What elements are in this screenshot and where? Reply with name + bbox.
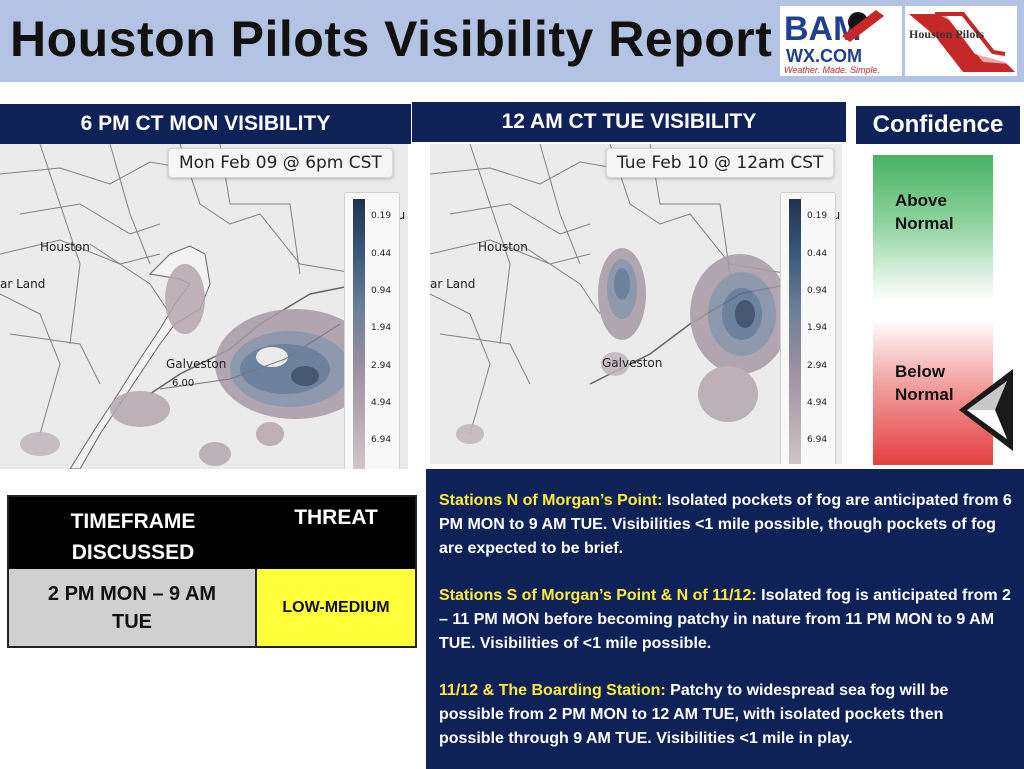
visibility-map-mon: Houston ar Land Galveston 6.00 hu Mon Fe…	[0, 144, 408, 469]
panel-2-title: 12 AM CT TUE VISIBILITY	[412, 102, 846, 142]
confidence-indicator-arrow-icon	[959, 369, 1013, 451]
map-label-galveston: Galveston	[602, 356, 663, 370]
timeframe-header: TIMEFRAME DISCUSSED	[9, 497, 257, 569]
station-note: Stations S of Morgan’s Point & N of 11/1…	[439, 587, 1011, 652]
threat-level-cell: LOW-MEDIUM	[257, 569, 415, 646]
map-graphic	[0, 144, 408, 469]
panel-1-title: 6 PM CT MON VISIBILITY	[0, 104, 411, 144]
legend-tick: 0.44	[371, 249, 392, 259]
legend-tick: 0.44	[807, 249, 828, 259]
station-note: Stations N of Morgan’s Point: Isolated p…	[439, 492, 1012, 557]
page-title: Houston Pilots Visibility Report	[10, 11, 773, 67]
svg-text:Weather. Made. Simple.: Weather. Made. Simple.	[784, 65, 880, 75]
legend-tick: 2.94	[371, 361, 392, 371]
map-label-houston: Houston	[40, 240, 90, 254]
legend-tick: 4.94	[807, 398, 828, 408]
visibility-legend: 0.19 0.44 0.94 1.94 2.94 4.94 6.94	[344, 192, 400, 469]
title-banner: Houston Pilots Visibility Report BAM WX.…	[0, 0, 1024, 82]
houston-pilots-logo: Houston Pilots	[905, 6, 1017, 76]
map-label-sugar-land: ar Land	[430, 277, 476, 291]
legend-tick: 1.94	[807, 323, 828, 333]
map-graphic	[430, 144, 842, 464]
contour-label: 6.00	[172, 378, 195, 389]
visibility-legend: 0.19 0.44 0.94 1.94 2.94 4.94 6.94	[780, 192, 836, 464]
svg-text:WX.COM: WX.COM	[786, 46, 862, 66]
timeframe-cell: 2 PM MON – 9 AM TUE	[9, 569, 257, 646]
legend-tick: 1.94	[371, 323, 392, 333]
legend-tick: 6.94	[807, 435, 828, 445]
confidence-above-label: Above Normal	[895, 191, 954, 233]
visibility-map-tue: Houston ar Land Galveston hu Tue Feb 10 …	[430, 144, 842, 464]
legend-tick: 0.94	[807, 286, 828, 296]
legend-tick: 2.94	[807, 361, 828, 371]
svg-text:Houston Pilots: Houston Pilots	[909, 27, 984, 41]
threat-header: THREAT	[257, 497, 415, 569]
map-date-tue: Tue Feb 10 @ 12am CST	[606, 148, 835, 178]
svg-text:BAM: BAM	[784, 10, 861, 48]
station-note: 11/12 & The Boarding Station: Patchy to …	[439, 682, 949, 747]
legend-tick: 0.19	[371, 211, 392, 221]
confidence-below-label: Below Normal	[895, 362, 954, 404]
map-label-houston: Houston	[478, 240, 528, 254]
map-date-mon: Mon Feb 09 @ 6pm CST	[168, 148, 393, 178]
threat-table: TIMEFRAME DISCUSSED THREAT 2 PM MON – 9 …	[7, 495, 417, 648]
confidence-title: Confidence	[856, 106, 1020, 144]
station-details-box: Stations N of Morgan’s Point: Isolated p…	[426, 469, 1024, 769]
map-label-sugar-land: ar Land	[0, 277, 46, 291]
legend-tick: 6.94	[371, 435, 392, 445]
bam-logo: BAM WX.COM Weather. Made. Simple.	[780, 6, 902, 76]
legend-colorbar	[353, 199, 365, 469]
map-label-galveston: Galveston	[166, 357, 227, 371]
legend-tick: 0.94	[371, 286, 392, 296]
legend-colorbar	[789, 199, 801, 464]
legend-tick: 0.19	[807, 211, 828, 221]
legend-tick: 4.94	[371, 398, 392, 408]
